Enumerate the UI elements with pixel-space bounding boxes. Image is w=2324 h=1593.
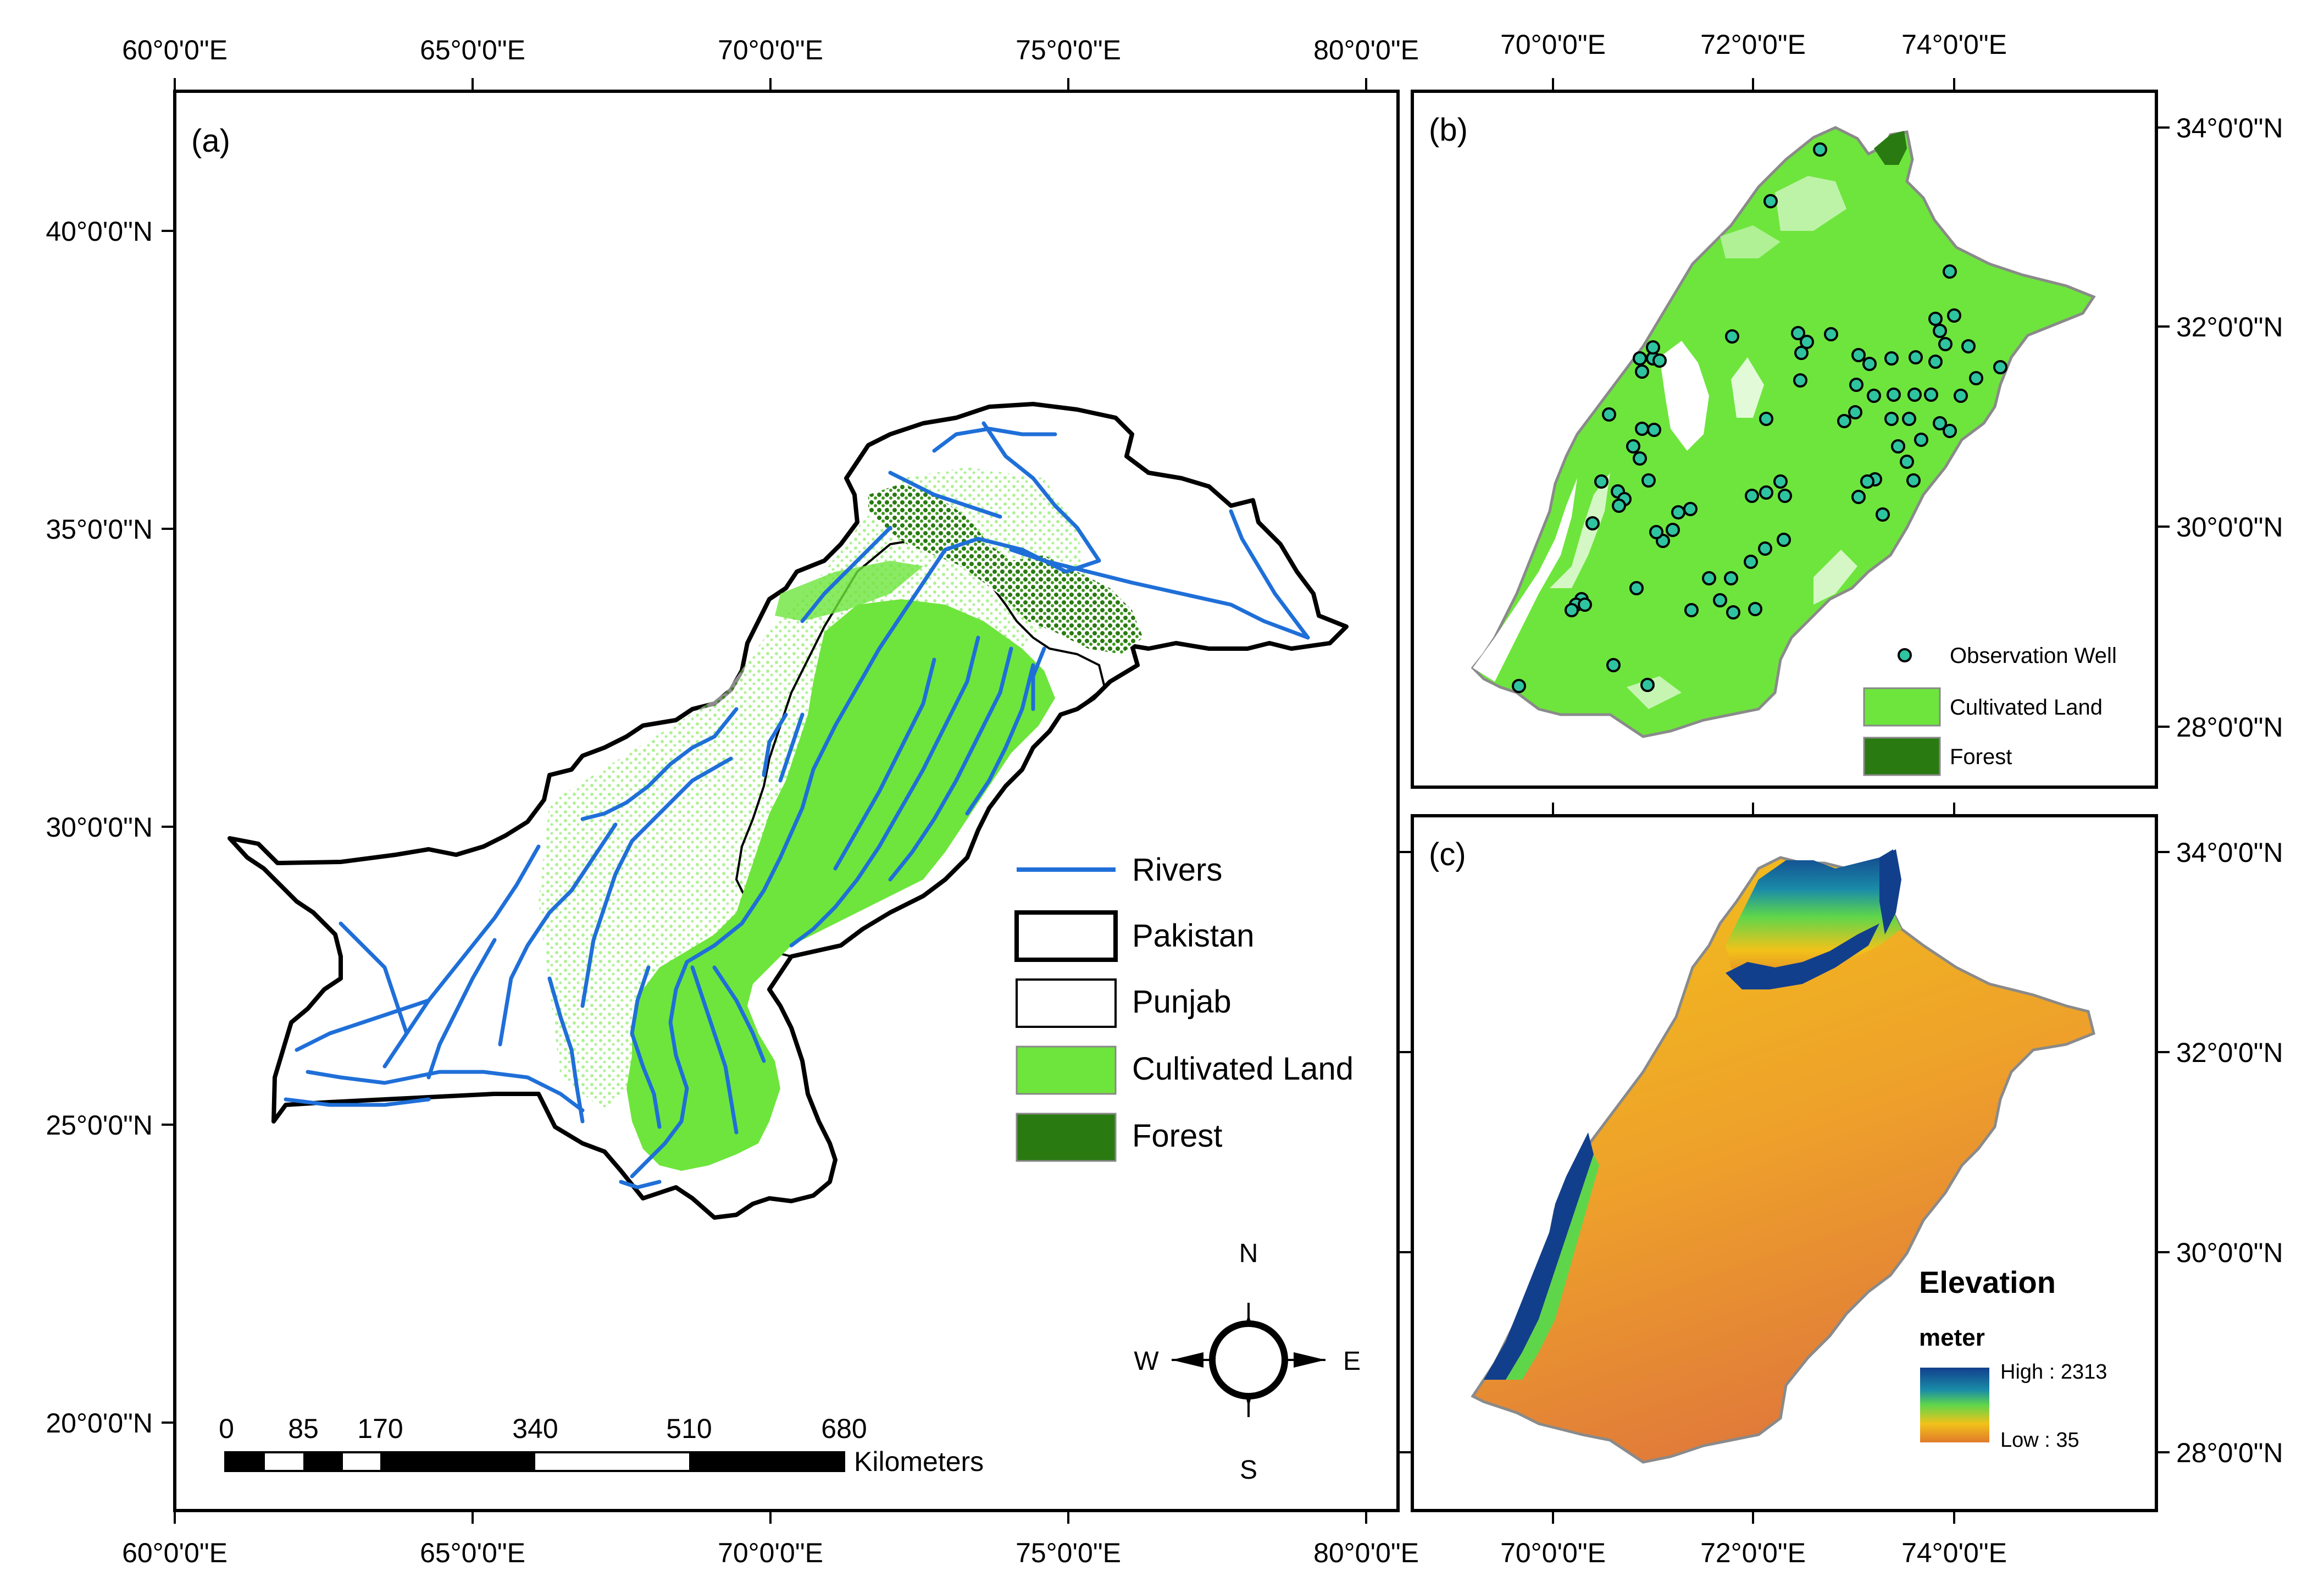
compass-ring [1209, 1320, 1288, 1400]
panel-b-right-ticks [2156, 126, 2170, 728]
c-lat-tick-2: 32°0'0"N [2176, 1037, 2283, 1068]
cultivated-northwest-a [775, 561, 923, 621]
legend-b-forest-label: Forest [1950, 745, 2012, 769]
legend-b-cultivated-swatch [1863, 687, 1941, 727]
panel-a-tag: (a) [191, 123, 230, 159]
legend-punjab-swatch [1016, 978, 1117, 1028]
panel-c-bottom-ticks [1552, 1511, 1955, 1524]
punjab-cultivated-b [1471, 126, 2096, 738]
panel-b-top-ticks [1552, 78, 1955, 91]
scale-unit: Kilometers [854, 1446, 984, 1477]
compass-east: E [1343, 1347, 1361, 1376]
legend-forest-swatch [1016, 1113, 1117, 1162]
scale-tick-340: 340 [512, 1413, 558, 1444]
panel-a: 60°0'0"E 65°0'0"E 70°0'0"E 75°0'0"E 80°0… [46, 35, 1419, 1568]
scale-bar: 0 85 170 340 510 680 Kilometers [219, 1413, 984, 1477]
c-lon-tick-3: 74°0'0"E [1901, 1537, 2007, 1568]
legend-b: Observation Well Cultivated Land Forest [1863, 644, 2117, 776]
elevation-legend: Elevation meter High : 2313 Low : 35 [1919, 1265, 2107, 1452]
lon-tick-bottom-3: 70°0'0"E [718, 1537, 823, 1568]
cultivated-plain-a [626, 599, 1055, 1171]
lon-tick-top-3: 70°0'0"E [718, 35, 823, 65]
panel-c-tag: (c) [1429, 837, 1466, 872]
b-lon-tick-1: 70°0'0"E [1500, 29, 1606, 60]
lat-tick-4: 25°0'0"N [46, 1110, 153, 1141]
forest-b [1874, 131, 1907, 165]
lon-tick-bottom-2: 65°0'0"E [420, 1537, 525, 1568]
scale-tick-85: 85 [288, 1413, 319, 1444]
legend-forest-label: Forest [1132, 1118, 1222, 1154]
lon-tick-bottom-1: 60°0'0"E [122, 1537, 228, 1568]
panel-a-left-ticks [162, 230, 175, 1424]
c-lat-tick-4: 28°0'0"N [2176, 1437, 2283, 1468]
legend-cultivated-label: Cultivated Land [1132, 1051, 1354, 1087]
panel-a-top-ticks [174, 78, 1367, 91]
scale-tick-510: 510 [666, 1413, 712, 1444]
rivers-a [284, 421, 1310, 1190]
b-lon-tick-2: 72°0'0"E [1700, 29, 1806, 60]
legend-a: Rivers Pakistan Punjab Cultivated Land F… [1014, 852, 1354, 1162]
b-lat-tick-3: 30°0'0"N [2176, 512, 2283, 543]
forest-north-a [868, 484, 1143, 654]
legend-b-cultivated-label: Cultivated Land [1950, 695, 2103, 720]
panel-c: 70°0'0"E 72°0'0"E 74°0'0"E 34°0'0"N 32°0… [1399, 803, 2283, 1568]
elevation-legend-title: Elevation [1919, 1265, 2056, 1299]
legend-rivers-label: Rivers [1132, 852, 1222, 888]
elevation-hills-west-edge [1506, 1154, 1599, 1380]
b-lat-tick-1: 34°0'0"N [2176, 113, 2283, 143]
c-lat-tick-3: 30°0'0"N [2176, 1237, 2283, 1268]
compass-west: W [1134, 1347, 1159, 1376]
b-lat-tick-2: 32°0'0"N [2176, 312, 2283, 342]
legend-b-forest-swatch [1863, 737, 1941, 776]
lon-tick-bottom-4: 75°0'0"E [1016, 1537, 1121, 1568]
compass-south: S [1240, 1456, 1257, 1485]
lon-tick-top-4: 75°0'0"E [1016, 35, 1121, 65]
legend-cultivated-swatch [1016, 1046, 1117, 1095]
lon-tick-bottom-5: 80°0'0"E [1313, 1537, 1419, 1568]
elevation-legend-unit: meter [1919, 1324, 1985, 1351]
panel-a-bottom-ticks [174, 1511, 1367, 1524]
elevation-hills-west [1484, 1132, 1594, 1380]
panel-c-top-ticks [1552, 803, 1955, 816]
elevation-colorbar [1920, 1368, 1989, 1442]
lat-tick-5: 20°0'0"N [46, 1408, 153, 1439]
lat-tick-3: 30°0'0"N [46, 812, 153, 843]
b-lon-tick-3: 74°0'0"E [1901, 29, 2007, 60]
elevation-dark-ridge [1726, 923, 1879, 989]
scale-tick-170: 170 [357, 1413, 403, 1444]
panel-c-left-ticks [1399, 851, 1412, 1453]
panel-c-right-ticks [2156, 851, 2170, 1453]
legend-well-swatch [1898, 648, 1912, 662]
lat-tick-1: 40°0'0"N [46, 216, 153, 247]
legend-pakistan-label: Pakistan [1132, 918, 1254, 954]
scale-tick-680: 680 [821, 1413, 867, 1444]
compass-rose: N S W E [1134, 1239, 1361, 1485]
legend-punjab-label: Punjab [1132, 984, 1232, 1020]
non-cultivated-patches-b [1473, 176, 1857, 709]
scale-tick-0: 0 [219, 1413, 234, 1444]
elevation-low-label: Low : 35 [2000, 1429, 2079, 1452]
legend-well-label: Observation Well [1950, 644, 2117, 668]
punjab-boundary-a [735, 537, 1106, 958]
c-lat-tick-1: 34°0'0"N [2176, 837, 2283, 868]
lon-tick-top-2: 65°0'0"E [420, 35, 525, 65]
panel-b: 70°0'0"E 72°0'0"E 74°0'0"E 34°0'0"N 32°0… [1411, 29, 2283, 789]
c-lon-tick-1: 70°0'0"E [1500, 1537, 1606, 1568]
lat-tick-2: 35°0'0"N [46, 514, 153, 545]
compass-north: N [1239, 1239, 1258, 1268]
elevation-high-label: High : 2313 [2000, 1360, 2107, 1384]
observation-wells [1512, 142, 2007, 693]
c-lon-tick-2: 72°0'0"E [1700, 1537, 1806, 1568]
legend-pakistan-swatch [1014, 910, 1118, 962]
b-lat-tick-4: 28°0'0"N [2176, 712, 2283, 743]
lon-tick-top-1: 60°0'0"E [122, 35, 228, 65]
panel-b-tag: (b) [1429, 112, 1468, 148]
elevation-peak-ne [1879, 849, 1901, 934]
lon-tick-top-5: 80°0'0"E [1313, 35, 1419, 65]
